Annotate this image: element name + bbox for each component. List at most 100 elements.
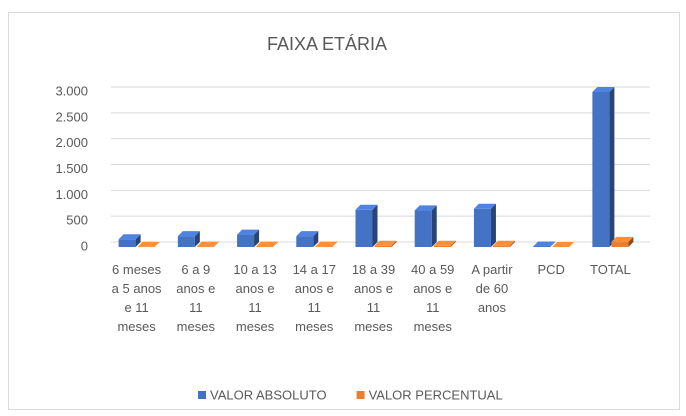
bar (118, 234, 141, 247)
bar-front (355, 209, 373, 247)
bar-side (332, 241, 338, 247)
y-tick-label: 2.000 (55, 135, 88, 150)
bar-front (296, 236, 314, 247)
label-line: PCD (537, 262, 564, 277)
bar-side (490, 203, 496, 247)
bar (414, 205, 437, 247)
bar-front (414, 210, 432, 247)
bar-top (177, 231, 200, 237)
bar-side (273, 241, 279, 247)
x-tick-label: 18 a 39 anos e 11 meses (352, 262, 395, 334)
bar-side (431, 205, 437, 247)
bar (355, 204, 378, 247)
y-tick-label: 0 (81, 238, 88, 253)
label-line: anos e (354, 281, 393, 296)
bar (473, 203, 496, 247)
label-line: 11 (426, 300, 440, 315)
bar-top (414, 205, 437, 211)
x-tick-label: 10 a 13 anos e 11 meses (233, 262, 276, 334)
label-line: 11 (308, 300, 322, 315)
y-tick-label: 500 (66, 213, 88, 228)
bar-front (237, 234, 255, 247)
label-line: 11 (189, 300, 203, 315)
y-tick-label: 2.500 (55, 109, 88, 124)
bar-front (492, 245, 510, 247)
bar-side (450, 240, 456, 247)
label-line: meses (295, 319, 334, 334)
bar (533, 241, 556, 247)
label-line: de 60 (476, 281, 509, 296)
label-line: TOTAL (590, 262, 631, 277)
bar-front (611, 241, 629, 247)
label-line: 18 a 39 (352, 262, 395, 277)
label-line: meses (236, 319, 275, 334)
label-line: 11 (367, 300, 381, 315)
x-tick-label: PCD (537, 262, 564, 277)
bar-top (196, 241, 219, 247)
bar-front (118, 239, 136, 247)
label-line: A partir (471, 262, 513, 277)
x-tick-label: 40 a 59 anos e 11 meses (411, 262, 454, 334)
label-line: 6 a 9 (181, 262, 210, 277)
bar-top (355, 204, 378, 210)
label-line: meses (414, 319, 453, 334)
label-line: 11 (248, 300, 262, 315)
bar-front (433, 245, 451, 247)
bar-top (552, 242, 575, 247)
label-line: e 11 (124, 300, 148, 315)
chart-border (8, 12, 680, 410)
label-line: anos (478, 300, 507, 315)
bar-side (628, 236, 634, 247)
bar-top (533, 241, 556, 247)
bar-side (254, 229, 260, 247)
label-line: meses (354, 319, 393, 334)
bar-top (492, 240, 515, 246)
bar-top (296, 231, 319, 237)
bar (374, 240, 397, 247)
label-line: a 5 anos (112, 281, 162, 296)
label-line: 6 meses (112, 262, 162, 277)
bar-side (194, 231, 200, 247)
bar-side (154, 241, 160, 247)
bar (433, 240, 456, 247)
bar-top (315, 241, 338, 247)
bar-side (313, 231, 319, 247)
bar-front (592, 92, 610, 247)
bar-side (135, 234, 141, 247)
label-line: meses (177, 319, 216, 334)
bar-top (256, 241, 279, 247)
legend-label: VALOR PERCENTUAL (369, 387, 503, 402)
bar (296, 231, 319, 247)
legend-swatch (198, 391, 206, 399)
bar (552, 242, 575, 247)
bar (256, 241, 279, 247)
bar-side (609, 87, 615, 247)
y-tick-label: 1.500 (55, 161, 88, 176)
y-tick-label: 1.000 (55, 187, 88, 202)
bar-top (473, 203, 496, 209)
bar-side (213, 241, 219, 247)
bar-front (533, 246, 551, 247)
label-line: 14 a 17 (293, 262, 336, 277)
bar (137, 241, 160, 247)
bar (611, 236, 634, 247)
label-line: anos e (176, 281, 215, 296)
bar (177, 231, 200, 247)
bar-side (509, 240, 515, 247)
bar (492, 240, 515, 247)
bar-top (592, 87, 615, 92)
label-line: anos e (413, 281, 452, 296)
bar (592, 87, 615, 247)
legend-swatch (356, 391, 365, 399)
bar (237, 229, 260, 247)
chart-title: FAIXA ETÁRIA (267, 34, 387, 54)
bar-front (374, 245, 392, 247)
x-tick-label: 6 a 9 anos e 11 meses (176, 262, 215, 334)
label-line: anos e (295, 281, 334, 296)
bar-front (177, 236, 195, 247)
bar-top (237, 229, 260, 235)
label-line: anos e (236, 281, 275, 296)
x-tick-label: 14 a 17 anos e 11 meses (293, 262, 336, 334)
label-line: 10 a 13 (233, 262, 276, 277)
x-tick-label: A partir de 60 anos (471, 262, 513, 315)
